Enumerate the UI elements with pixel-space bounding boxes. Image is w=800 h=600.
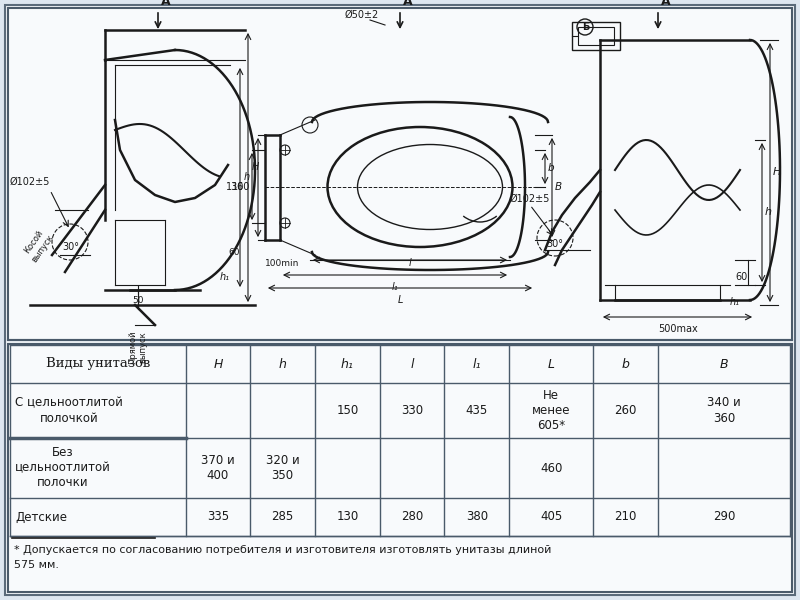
Text: Ø102±5: Ø102±5 — [510, 194, 550, 204]
Text: Детские: Детские — [15, 511, 67, 523]
Text: 290: 290 — [713, 511, 735, 523]
Text: 500max: 500max — [658, 324, 698, 334]
Text: L: L — [548, 358, 555, 370]
Text: A: A — [403, 0, 413, 8]
Text: 130: 130 — [336, 511, 358, 523]
Text: l: l — [410, 358, 414, 370]
Text: 260: 260 — [614, 404, 637, 417]
Text: 150: 150 — [336, 404, 358, 417]
Text: A: A — [161, 0, 170, 8]
Text: h: h — [244, 173, 250, 182]
Text: 210: 210 — [614, 511, 637, 523]
Text: L: L — [398, 295, 402, 305]
Bar — [8, 8, 792, 340]
Text: 405: 405 — [540, 511, 562, 523]
Text: 320 и
350: 320 и 350 — [266, 454, 299, 482]
Text: 30°: 30° — [546, 239, 563, 249]
Text: H: H — [213, 358, 222, 370]
Text: 60: 60 — [228, 248, 239, 257]
Text: b: b — [622, 358, 630, 370]
Text: Виды унитазов: Виды унитазов — [46, 358, 150, 370]
Text: 50: 50 — [132, 296, 144, 305]
Text: 435: 435 — [466, 404, 488, 417]
Text: h₁: h₁ — [220, 272, 230, 282]
Bar — [578, 27, 614, 45]
Text: 575 мм.: 575 мм. — [14, 560, 59, 570]
Text: l₁: l₁ — [473, 358, 481, 370]
Text: l: l — [409, 258, 411, 268]
Text: Ø50±2: Ø50±2 — [345, 10, 379, 20]
Text: b: b — [548, 163, 554, 173]
Text: h: h — [278, 358, 286, 370]
Text: 335: 335 — [207, 511, 229, 523]
Text: С цельноотлитой
полочкой: С цельноотлитой полочкой — [15, 397, 123, 425]
Text: l₁: l₁ — [392, 282, 398, 292]
Text: Ø102±5: Ø102±5 — [10, 177, 50, 187]
Text: h₁: h₁ — [730, 297, 740, 307]
Text: A: A — [661, 0, 670, 8]
Text: 280: 280 — [401, 511, 423, 523]
Text: 30°: 30° — [62, 242, 79, 252]
Text: Б: Б — [582, 22, 590, 32]
Text: h: h — [765, 207, 772, 217]
Text: B: B — [720, 358, 729, 370]
Bar — [8, 344, 792, 592]
Text: Не
менее
605*: Не менее 605* — [532, 389, 570, 432]
Text: 380: 380 — [466, 511, 488, 523]
Text: B: B — [555, 182, 562, 192]
Text: 100min: 100min — [265, 259, 299, 268]
Text: Без
цельноотлитой
полочки: Без цельноотлитой полочки — [15, 446, 111, 490]
Text: h₁: h₁ — [341, 358, 354, 370]
Text: 460: 460 — [540, 461, 562, 475]
Text: Косой
выпуск: Косой выпуск — [21, 226, 55, 263]
Text: * Допускается по согласованию потребителя и изготовителя изготовлять унитазы дли: * Допускается по согласованию потребител… — [14, 545, 551, 555]
Text: 285: 285 — [271, 511, 294, 523]
Bar — [8, 8, 792, 340]
Bar — [8, 344, 792, 592]
Text: Прямой
выпуск: Прямой выпуск — [128, 330, 148, 364]
Bar — [572, 22, 620, 50]
Text: 60: 60 — [735, 272, 747, 282]
Text: H: H — [252, 163, 259, 173]
Text: 340 и
360: 340 и 360 — [707, 397, 741, 425]
Text: H: H — [773, 167, 782, 177]
Text: 160: 160 — [232, 182, 250, 192]
Text: 330: 330 — [401, 404, 423, 417]
Text: 370 и
400: 370 и 400 — [201, 454, 234, 482]
Text: 130: 130 — [226, 182, 244, 192]
